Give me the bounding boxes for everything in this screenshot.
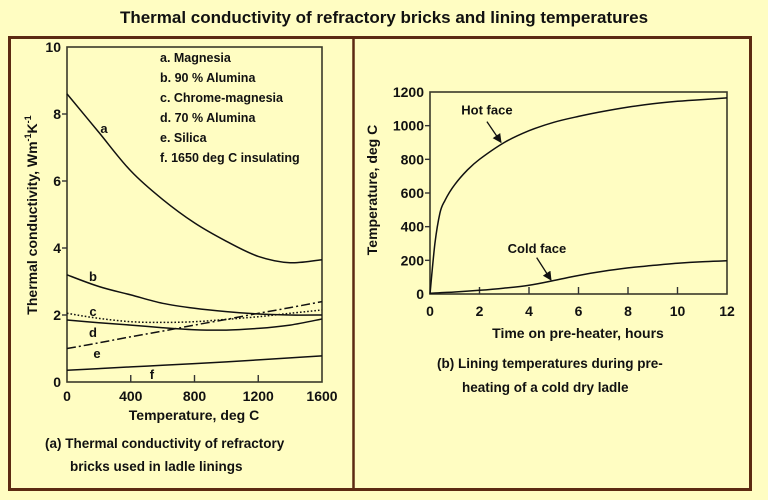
curve-label: a	[100, 121, 108, 136]
curve-label: c	[89, 304, 96, 319]
caption-b-line2: heating of a cold dry ladle	[462, 380, 629, 395]
curve-hot	[429, 97, 728, 295]
x-tick-label: 800	[183, 388, 207, 404]
legend-item-c: c. Chrome-magnesia	[160, 91, 284, 105]
y-tick-label: 6	[53, 173, 61, 189]
x-tick-label: 4	[525, 303, 533, 319]
caption-a-line2: bricks used in ladle linings	[70, 459, 243, 474]
curve-labels-b: Hot face Cold face	[461, 103, 567, 281]
y-tick-label: 1000	[393, 118, 424, 134]
x-axis-title-b: Time on pre-heater, hours	[492, 325, 664, 341]
curves-b	[429, 97, 728, 295]
y-tick-label: 2	[53, 307, 61, 323]
chart-panel-b: 0 2 4 6 8 10 12 0 200 400 600 800 1000 1200 Hot face C…	[364, 84, 735, 395]
pointer-arrow-icon	[536, 257, 552, 281]
curve-label: Hot face	[461, 103, 512, 118]
curve-label: Cold face	[508, 241, 567, 256]
caption-a-line1: (a) Thermal conductivity of refractory	[45, 436, 285, 451]
y-tick-label: 10	[45, 39, 61, 55]
y-axis-title-sup1: -1	[23, 133, 33, 141]
caption-b-line1: (b) Lining temperatures during pre-	[437, 356, 663, 371]
y-axis-title-main: Thermal conductivity, Wm	[24, 141, 40, 314]
curve-a	[66, 93, 323, 264]
y-axis-title-unit2: K	[24, 123, 40, 133]
outer-frame	[8, 36, 752, 491]
y-tick-label: 0	[53, 374, 61, 390]
curve-b	[66, 274, 323, 316]
y-tick-label: 8	[53, 106, 61, 122]
y-tick-label: 400	[401, 219, 425, 235]
curve-c	[66, 309, 323, 324]
legend-item-e: e. Silica	[160, 131, 208, 145]
x-tick-label: 0	[63, 388, 71, 404]
x-tick-label: 2	[476, 303, 484, 319]
axis-ticks-a: 0 400 800 1200 1600 0 2 4 6 8 10	[45, 39, 337, 404]
x-tick-label: 10	[670, 303, 686, 319]
legend-item-a: a. Magnesia	[160, 51, 232, 65]
y-tick-label: 600	[401, 185, 425, 201]
x-tick-label: 0	[426, 303, 434, 319]
curves-a	[66, 93, 323, 372]
y-tick-label: 800	[401, 151, 425, 167]
chart-panel-a: 0 400 800 1200 1600 0 2 4 6 8 10 a b cde f a. Magnesi…	[23, 39, 338, 474]
x-tick-label: 6	[575, 303, 583, 319]
y-tick-label: 0	[416, 286, 424, 302]
y-axis-title-sup2: -1	[23, 115, 33, 123]
curve-cold	[429, 260, 728, 294]
curve-labels-a: a b cde f	[89, 121, 155, 382]
curve-f	[66, 355, 323, 372]
curve-e	[66, 300, 323, 350]
pointer-arrow-icon	[486, 121, 502, 144]
y-axis-title-a: Thermal conductivity, Wm-1K-1	[23, 115, 40, 314]
x-tick-label: 1200	[243, 388, 274, 404]
x-tick-label: 12	[719, 303, 735, 319]
plot-area-b	[429, 91, 728, 295]
y-tick-label: 4	[53, 240, 61, 256]
y-tick-label: 1200	[393, 84, 424, 100]
y-axis-title-b: Temperature, deg C	[364, 125, 380, 255]
curve-label: b	[89, 269, 97, 284]
curve-label: d	[89, 325, 97, 340]
y-tick-label: 200	[401, 252, 425, 268]
legend-item-b: b. 90 % Alumina	[160, 71, 256, 85]
x-tick-label: 1600	[306, 388, 337, 404]
axis-ticks-b: 0 2 4 6 8 10 12 0 200 400 600 800 1000 1200	[393, 84, 735, 319]
legend-item-f: f. 1650 deg C insulating	[160, 151, 300, 165]
figure-title: Thermal conductivity of refractory brick…	[120, 8, 648, 27]
curve-d	[66, 318, 323, 331]
legend-a: a. Magnesia b. 90 % Alumina c. Chrome-ma…	[160, 51, 300, 165]
x-axis-title-a: Temperature, deg C	[129, 407, 259, 423]
x-tick-label: 400	[119, 388, 143, 404]
curve-label: f	[150, 367, 155, 382]
x-tick-label: 8	[624, 303, 632, 319]
curve-label: e	[93, 346, 100, 361]
legend-item-d: d. 70 % Alumina	[160, 111, 256, 125]
